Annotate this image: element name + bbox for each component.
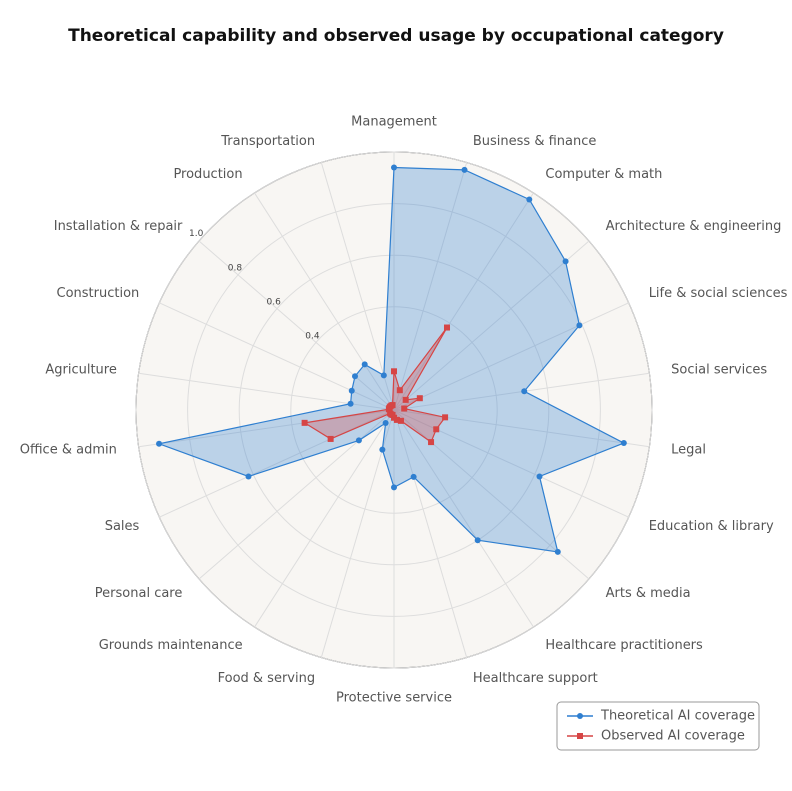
category-label: Agriculture xyxy=(45,363,117,378)
marker xyxy=(536,473,543,480)
marker xyxy=(442,414,449,421)
marker xyxy=(389,402,396,409)
spoke xyxy=(393,409,468,658)
marker xyxy=(352,373,359,380)
category-label: Architecture & engineering xyxy=(606,219,782,234)
marker xyxy=(410,473,417,480)
r-tick-label: 0.6 xyxy=(267,297,282,307)
spoke xyxy=(393,192,534,411)
category-label: Computer & math xyxy=(545,167,662,182)
marker xyxy=(380,372,387,379)
legend-marker xyxy=(577,713,583,719)
legend-label: Observed AI coverage xyxy=(601,729,745,744)
marker xyxy=(361,361,368,368)
category-label: Management xyxy=(351,115,437,130)
marker xyxy=(396,387,403,394)
category-label: Production xyxy=(173,167,242,182)
marker xyxy=(444,324,451,331)
spoke xyxy=(198,240,395,411)
spoke xyxy=(138,409,395,448)
marker xyxy=(391,368,397,375)
spoke xyxy=(254,192,395,411)
marker xyxy=(474,537,481,544)
legend-label: Theoretical AI coverage xyxy=(600,709,755,724)
marker xyxy=(391,164,397,171)
marker xyxy=(327,435,334,442)
category-label: Social services xyxy=(671,363,767,378)
category-label: Healthcare support xyxy=(473,671,598,686)
marker xyxy=(554,548,561,555)
marker xyxy=(401,405,408,412)
marker xyxy=(382,420,389,427)
spoke xyxy=(159,302,395,411)
category-label: Arts & media xyxy=(606,586,691,601)
marker xyxy=(379,446,386,453)
category-label: Life & social sciences xyxy=(649,286,788,301)
marker xyxy=(526,196,533,203)
marker xyxy=(461,166,468,173)
marker xyxy=(416,395,423,402)
category-label: Office & admin xyxy=(20,442,117,457)
marker xyxy=(562,258,569,265)
r-tick-label: 0.8 xyxy=(228,263,243,273)
spoke xyxy=(393,162,468,411)
category-label: Protective service xyxy=(336,691,452,706)
category-label: Education & library xyxy=(649,519,774,534)
marker xyxy=(433,426,440,433)
spoke xyxy=(393,240,590,411)
category-label: Business & finance xyxy=(473,134,597,149)
chart-title: Theoretical capability and observed usag… xyxy=(68,26,724,46)
spoke xyxy=(393,409,534,628)
category-label: Food & serving xyxy=(218,671,316,686)
category-label: Grounds maintenance xyxy=(99,638,243,653)
spoke xyxy=(320,162,395,411)
category-label: Legal xyxy=(671,442,706,457)
marker xyxy=(387,410,394,417)
category-label: Transportation xyxy=(220,134,315,149)
spoke xyxy=(393,302,629,411)
marker xyxy=(347,400,354,407)
marker xyxy=(428,439,435,446)
marker xyxy=(620,440,627,447)
category-label: Installation & repair xyxy=(54,219,183,234)
category-label: Healthcare practitioners xyxy=(545,638,703,653)
marker xyxy=(576,322,583,329)
marker xyxy=(397,417,404,424)
marker xyxy=(301,419,308,426)
marker xyxy=(156,440,163,447)
spoke xyxy=(393,409,629,518)
category-label: Construction xyxy=(57,286,140,301)
category-label: Personal care xyxy=(95,586,183,601)
marker xyxy=(245,473,252,480)
marker xyxy=(521,388,528,395)
marker xyxy=(402,396,409,403)
spoke xyxy=(254,409,395,628)
marker xyxy=(391,484,397,491)
legend-marker xyxy=(577,733,583,739)
legend-box xyxy=(556,701,760,751)
r-tick-label: 1.0 xyxy=(189,229,204,239)
marker xyxy=(355,437,362,444)
category-label: Sales xyxy=(105,519,140,534)
r-tick-label: 0.4 xyxy=(305,331,320,341)
marker xyxy=(348,387,355,394)
